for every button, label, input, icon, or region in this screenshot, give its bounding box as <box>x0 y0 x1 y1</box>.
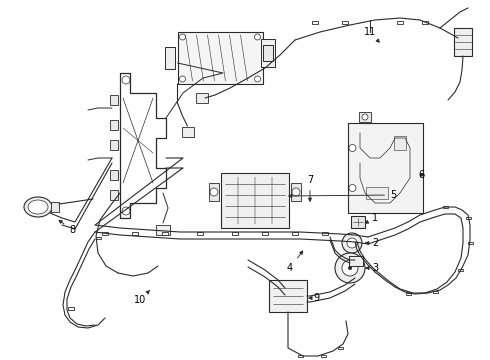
Bar <box>458 269 463 271</box>
Circle shape <box>122 207 130 215</box>
Bar <box>466 217 470 219</box>
Circle shape <box>348 266 352 270</box>
Circle shape <box>179 34 186 40</box>
Circle shape <box>335 253 365 283</box>
Circle shape <box>210 188 218 196</box>
Text: 6: 6 <box>418 170 424 180</box>
Circle shape <box>342 260 358 276</box>
Circle shape <box>179 76 186 82</box>
Bar <box>406 293 411 295</box>
Bar <box>261 39 274 67</box>
Bar <box>342 21 348 23</box>
Bar <box>359 112 371 122</box>
Bar <box>312 21 318 23</box>
Circle shape <box>349 144 356 152</box>
Text: 1: 1 <box>366 213 378 223</box>
Bar <box>197 231 203 234</box>
Bar <box>110 120 118 130</box>
Bar <box>433 291 438 293</box>
Ellipse shape <box>24 197 52 217</box>
Circle shape <box>362 114 368 120</box>
Circle shape <box>292 188 300 196</box>
Bar <box>181 127 194 137</box>
Text: 9: 9 <box>309 293 319 303</box>
Bar <box>442 206 447 208</box>
Bar <box>156 225 170 235</box>
Bar <box>110 140 118 150</box>
Text: 11: 11 <box>364 27 379 42</box>
Bar <box>454 28 472 56</box>
Ellipse shape <box>28 200 48 214</box>
Circle shape <box>342 233 362 253</box>
Bar <box>338 347 343 349</box>
Bar <box>51 202 59 212</box>
Text: 3: 3 <box>366 263 378 273</box>
Text: 10: 10 <box>134 290 150 305</box>
Circle shape <box>347 238 357 248</box>
Bar <box>110 95 118 105</box>
Bar <box>297 355 302 357</box>
Bar <box>322 231 328 234</box>
Bar <box>467 242 472 244</box>
Bar <box>110 190 118 200</box>
Bar <box>422 21 428 23</box>
Bar <box>349 256 363 266</box>
Bar <box>394 136 406 150</box>
Bar <box>292 231 298 234</box>
Bar <box>110 170 118 180</box>
Bar <box>269 280 307 312</box>
Bar <box>366 187 388 199</box>
Bar <box>96 237 100 239</box>
Bar <box>397 21 403 23</box>
Bar <box>291 183 301 201</box>
Bar <box>209 183 219 201</box>
Bar <box>347 123 422 213</box>
Bar <box>196 93 208 103</box>
Circle shape <box>254 76 261 82</box>
Bar <box>165 47 174 69</box>
Text: 5: 5 <box>289 190 396 200</box>
Bar <box>263 45 272 61</box>
Bar <box>262 231 268 234</box>
Bar <box>132 231 138 234</box>
Bar <box>320 355 325 357</box>
Circle shape <box>122 76 130 84</box>
Text: 8: 8 <box>59 220 75 235</box>
Bar <box>102 231 108 234</box>
Bar <box>351 216 365 228</box>
Circle shape <box>254 34 261 40</box>
Bar <box>68 306 74 310</box>
Bar <box>221 172 289 228</box>
Bar <box>232 231 238 234</box>
Bar <box>162 231 168 234</box>
Text: 4: 4 <box>287 251 303 273</box>
Circle shape <box>349 184 356 192</box>
Bar <box>177 32 263 84</box>
Text: 2: 2 <box>366 238 378 248</box>
Text: 7: 7 <box>307 175 313 201</box>
